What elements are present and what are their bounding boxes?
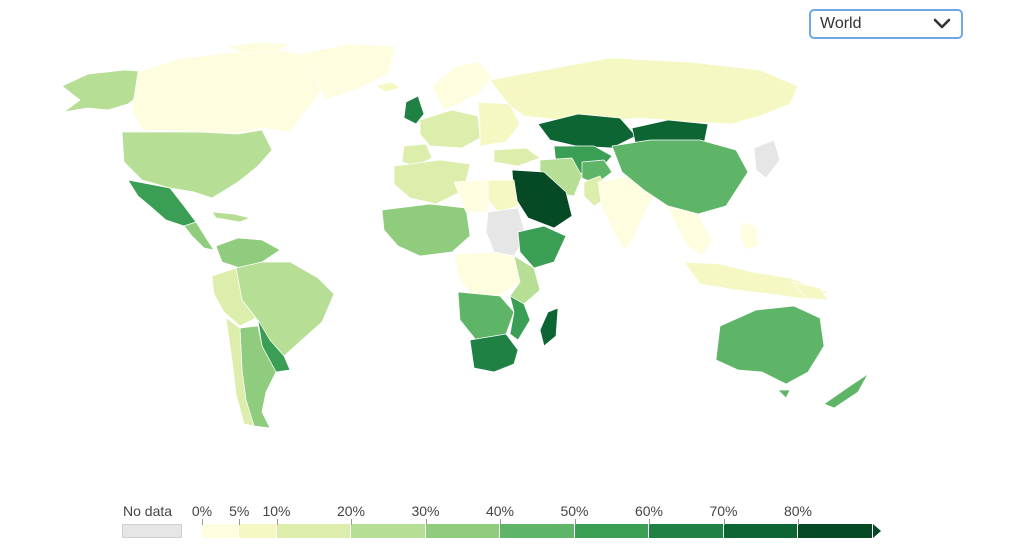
legend-tick-label: 50% bbox=[560, 503, 589, 519]
legend-tick-label: 60% bbox=[634, 503, 664, 519]
legend-segment bbox=[649, 524, 724, 538]
region-central-africa[interactable] bbox=[453, 251, 521, 297]
region-peru-bolivia[interactable] bbox=[211, 267, 257, 327]
region-turkey[interactable] bbox=[493, 147, 541, 167]
legend-tick bbox=[276, 519, 278, 525]
legend-tick bbox=[202, 519, 203, 525]
region-select-value: World bbox=[820, 15, 862, 32]
region-ethiopia-somalia[interactable] bbox=[517, 225, 567, 269]
region-kazakhstan[interactable] bbox=[537, 113, 637, 149]
chevron-down-icon bbox=[933, 18, 951, 29]
legend-segment bbox=[425, 524, 500, 538]
legend-tick bbox=[239, 519, 241, 525]
region-scandinavia[interactable] bbox=[431, 61, 493, 111]
region-greenland[interactable] bbox=[299, 43, 397, 101]
legend-tick bbox=[723, 519, 725, 525]
legend-tick bbox=[574, 519, 576, 525]
legend-tick-label: 80% bbox=[783, 503, 813, 519]
legend-segment bbox=[574, 524, 649, 538]
region-canada[interactable] bbox=[131, 49, 331, 135]
legend-arrow-tip bbox=[872, 524, 881, 538]
region-egypt[interactable] bbox=[487, 179, 519, 213]
region-central-america[interactable] bbox=[183, 221, 215, 251]
region-canada-islands[interactable] bbox=[225, 41, 291, 55]
region-select[interactable]: World bbox=[809, 9, 963, 39]
no-data-label: No data bbox=[123, 503, 173, 519]
region-russia[interactable] bbox=[489, 57, 799, 125]
region-afghanistan[interactable] bbox=[581, 159, 613, 185]
legend-segment bbox=[239, 524, 277, 538]
region-madagascar[interactable] bbox=[539, 307, 559, 347]
legend-segment bbox=[798, 524, 873, 538]
region-new-zealand[interactable] bbox=[823, 373, 869, 409]
legend-tick-label: 10% bbox=[262, 503, 291, 519]
legend-tick bbox=[798, 519, 799, 525]
region-alaska[interactable] bbox=[61, 69, 151, 113]
region-united-kingdom[interactable] bbox=[403, 95, 425, 125]
region-china[interactable] bbox=[611, 139, 749, 215]
legend-segment bbox=[276, 524, 351, 538]
legend-tick-label: 40% bbox=[485, 503, 515, 519]
no-data-swatch bbox=[122, 524, 182, 538]
region-chile[interactable] bbox=[225, 317, 255, 427]
region-png[interactable] bbox=[791, 281, 829, 301]
region-western-europe[interactable] bbox=[419, 109, 481, 149]
legend-tick-label: 5% bbox=[229, 503, 250, 519]
legend-tick-label: 30% bbox=[411, 503, 440, 519]
legend-tick bbox=[351, 519, 352, 525]
legend-tick-label: 20% bbox=[336, 503, 366, 519]
region-southeast-asia[interactable] bbox=[667, 205, 713, 257]
region-philippines[interactable] bbox=[739, 221, 759, 251]
legend-tick bbox=[425, 519, 427, 525]
legend-tick bbox=[500, 519, 501, 525]
region-angola-zambia[interactable] bbox=[457, 291, 515, 341]
world-choropleth-map bbox=[61, 41, 869, 429]
region-western-africa[interactable] bbox=[381, 203, 471, 257]
legend-tick-label: 70% bbox=[709, 503, 738, 519]
legend-segment bbox=[723, 524, 798, 538]
legend-segment bbox=[351, 524, 426, 538]
region-colombia-venezuela[interactable] bbox=[215, 237, 281, 269]
legend-tick-label: 0% bbox=[191, 503, 213, 519]
legend-segment bbox=[202, 524, 240, 538]
region-japan-korea[interactable] bbox=[753, 139, 781, 179]
region-caribbean[interactable] bbox=[211, 211, 251, 223]
region-australia[interactable] bbox=[715, 305, 825, 385]
legend-segment bbox=[500, 524, 575, 538]
region-united-states[interactable] bbox=[121, 129, 273, 199]
region-mozambique[interactable] bbox=[509, 295, 531, 341]
region-iceland[interactable] bbox=[375, 81, 401, 93]
legend-tick bbox=[649, 519, 650, 525]
region-southern-africa[interactable] bbox=[469, 333, 519, 373]
region-tasmania[interactable] bbox=[777, 389, 791, 399]
region-maghreb[interactable] bbox=[393, 159, 471, 205]
